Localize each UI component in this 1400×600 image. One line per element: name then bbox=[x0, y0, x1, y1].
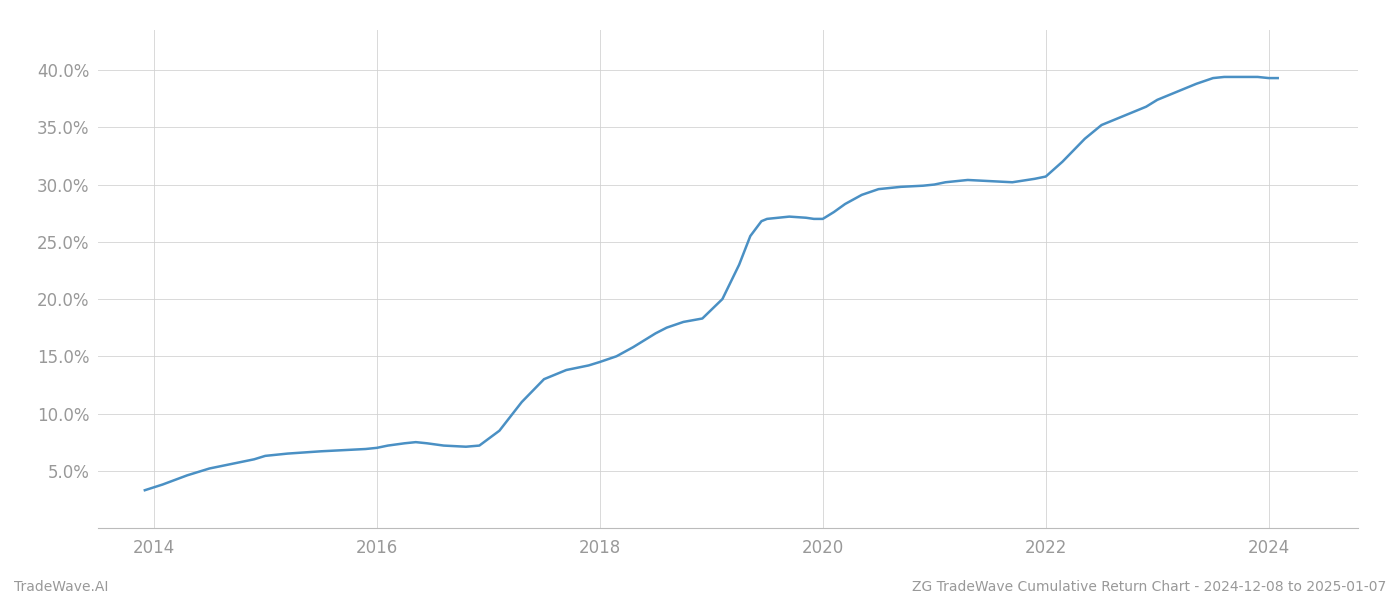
Text: ZG TradeWave Cumulative Return Chart - 2024-12-08 to 2025-01-07: ZG TradeWave Cumulative Return Chart - 2… bbox=[911, 580, 1386, 594]
Text: TradeWave.AI: TradeWave.AI bbox=[14, 580, 108, 594]
